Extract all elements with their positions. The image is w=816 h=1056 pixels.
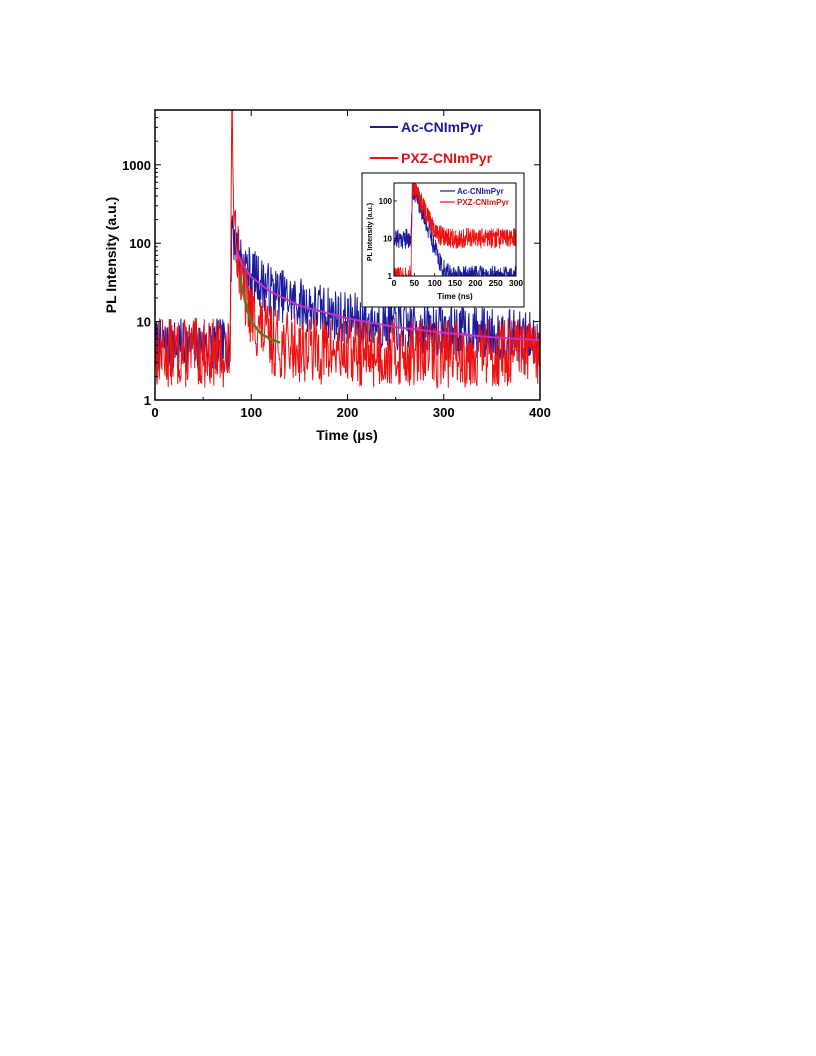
fit-curve-pxz bbox=[238, 275, 281, 344]
x-tick-label: 100 bbox=[240, 405, 262, 420]
main-legend: Ac-CNImPyr PXZ-CNImPyr bbox=[370, 119, 493, 166]
y-tick-label: 1 bbox=[144, 393, 151, 408]
x-tick-label: 400 bbox=[529, 405, 551, 420]
y-tick-label: 1000 bbox=[122, 158, 151, 173]
inset-legend-label-pxz: PXZ-CNImPyr bbox=[457, 198, 509, 207]
main-x-axis-label: Time (µs) bbox=[316, 427, 378, 443]
inset-x-tick-label: 50 bbox=[410, 278, 420, 288]
main-y-axis-label: PL Intensity (a.u.) bbox=[103, 197, 119, 313]
inset-x-tick-label: 200 bbox=[468, 278, 482, 288]
main-series-layer bbox=[154, 109, 541, 390]
x-tick-label: 300 bbox=[433, 405, 455, 420]
inset-y-tick-label: 1 bbox=[388, 272, 393, 281]
inset-series-line-pxz-cnimpyr bbox=[394, 182, 517, 277]
series-line-ac-cnimpyr bbox=[154, 215, 541, 374]
inset-y-tick-label: 100 bbox=[379, 197, 393, 206]
inset-x-tick-label: 150 bbox=[448, 278, 462, 288]
inset-x-tick-label: 250 bbox=[489, 278, 503, 288]
series-line-pxz-cnimpyr bbox=[154, 109, 541, 390]
inset-y-ticks: 1 10 100 bbox=[379, 197, 397, 281]
x-tick-label: 200 bbox=[337, 405, 359, 420]
inset-x-ticks: 0 50 100 150 200 250 300 bbox=[392, 273, 523, 288]
y-tick-label: 100 bbox=[129, 236, 151, 251]
inset-legend: Ac-CNImPyr PXZ-CNImPyr bbox=[440, 187, 509, 207]
x-tick-label: 0 bbox=[151, 405, 158, 420]
inset-chart: 0 50 100 150 200 250 300 1 10 100 Time (ns) PL I… bbox=[361, 172, 525, 308]
main-fit-layer bbox=[235, 250, 541, 344]
inset-x-tick-label: 300 bbox=[509, 278, 523, 288]
main-x-ticks: 0 100 200 300 400 bbox=[151, 110, 551, 420]
fit-curve-ac bbox=[235, 250, 541, 342]
inset-x-tick-label: 0 bbox=[392, 278, 397, 288]
inset-y-axis-label: PL Intensity (a.u.) bbox=[367, 203, 374, 261]
inset-x-tick-label: 100 bbox=[428, 278, 442, 288]
inset-x-axis-label: Time (ns) bbox=[437, 292, 473, 301]
inset-legend-label-ac: Ac-CNImPyr bbox=[457, 187, 504, 196]
legend-label-pxz: PXZ-CNImPyr bbox=[401, 150, 493, 166]
legend-label-ac: Ac-CNImPyr bbox=[401, 119, 483, 135]
y-tick-label: 10 bbox=[137, 315, 151, 330]
inset-y-tick-label: 10 bbox=[383, 234, 392, 243]
